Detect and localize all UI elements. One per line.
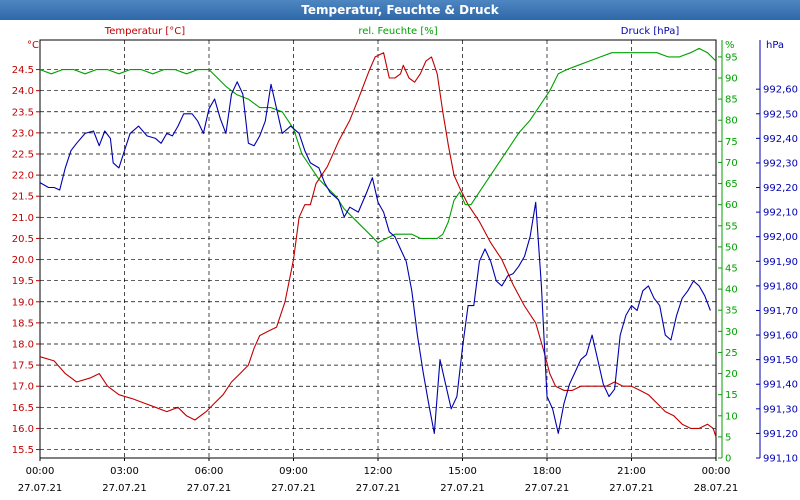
x-tick-time: 03:00 xyxy=(110,466,139,477)
x-tick-time: 12:00 xyxy=(364,466,393,477)
x-tick-date: 27.07.21 xyxy=(356,483,401,494)
temperature-series-line xyxy=(39,52,717,438)
temp-tick-label: 22.0 xyxy=(12,171,34,182)
pressure-tick-label: 992,30 xyxy=(763,158,798,169)
pressure-tick-label: 992,10 xyxy=(763,208,798,219)
pressure-tick-label: 991,50 xyxy=(763,355,798,366)
x-tick-time: 15:00 xyxy=(448,466,477,477)
temp-tick-label: 18.0 xyxy=(12,340,34,351)
pressure-tick-label: 992,00 xyxy=(763,232,798,243)
humidity-tick-label: 45 xyxy=(725,264,738,275)
window-title: Temperatur, Feuchte & Druck xyxy=(0,0,800,20)
x-tick-date: 28.07.21 xyxy=(694,483,739,494)
humidity-tick-label: 85 xyxy=(725,95,738,106)
humidity-tick-label: 20 xyxy=(725,369,738,380)
pressure-tick-label: 991,30 xyxy=(763,404,798,415)
x-tick-time: 18:00 xyxy=(533,466,562,477)
x-tick-date: 27.07.21 xyxy=(102,483,147,494)
pressure-axis-unit: hPa xyxy=(766,40,784,51)
humidity-series-label: rel. Feuchte [%] xyxy=(358,26,437,37)
pressure-tick-label: 991,80 xyxy=(763,281,798,292)
humidity-tick-label: 0 xyxy=(725,454,731,465)
humidity-tick-label: 80 xyxy=(725,116,738,127)
temp-tick-label: 16.5 xyxy=(12,403,34,414)
humidity-tick-label: 15 xyxy=(725,390,738,401)
x-tick-time: 00:00 xyxy=(702,466,731,477)
temp-tick-label: 20.5 xyxy=(12,234,34,245)
temp-tick-label: 21.0 xyxy=(12,213,34,224)
pressure-tick-label: 991,90 xyxy=(763,257,798,268)
temp-tick-label: 24.0 xyxy=(12,86,34,97)
humidity-tick-label: 30 xyxy=(725,327,738,338)
x-tick-time: 06:00 xyxy=(195,466,224,477)
pressure-tick-label: 992,20 xyxy=(763,183,798,194)
humidity-tick-label: 40 xyxy=(725,285,738,296)
x-tick-time: 00:00 xyxy=(26,466,55,477)
temp-tick-label: 21.5 xyxy=(12,192,34,203)
pressure-tick-label: 991,60 xyxy=(763,331,798,342)
x-tick-date: 27.07.21 xyxy=(18,483,63,494)
humidity-tick-label: 10 xyxy=(725,411,738,422)
temp-tick-label: 24.5 xyxy=(12,65,34,76)
humidity-tick-label: 55 xyxy=(725,221,738,232)
humidity-tick-label: 75 xyxy=(725,137,738,148)
humidity-tick-label: 50 xyxy=(725,242,738,253)
humidity-tick-label: 90 xyxy=(725,74,738,85)
temp-tick-label: 19.0 xyxy=(12,297,34,308)
temp-tick-label: 20.0 xyxy=(12,255,34,266)
temp-tick-label: 17.5 xyxy=(12,361,34,372)
pressure-tick-label: 992,40 xyxy=(763,134,798,145)
pressure-tick-label: 991,40 xyxy=(763,380,798,391)
humidity-series-line xyxy=(39,47,717,244)
humidity-tick-label: 60 xyxy=(725,200,738,211)
temp-tick-label: 22.5 xyxy=(12,150,34,161)
x-tick-date: 27.07.21 xyxy=(187,483,232,494)
chart-canvas: 15.5 16.0 16.5 17.0 17.5 18.0 18.5 19.0 19.5 20.0… xyxy=(12,26,798,494)
temp-tick-label: 19.5 xyxy=(12,276,34,287)
pressure-series-line xyxy=(39,81,711,434)
humidity-tick-label: 95 xyxy=(725,52,738,63)
temp-tick-label: 17.0 xyxy=(12,382,34,393)
x-tick-date: 27.07.21 xyxy=(271,483,316,494)
x-tick-date: 27.07.21 xyxy=(440,483,485,494)
pressure-tick-label: 991,20 xyxy=(763,429,798,440)
pressure-tick-label: 991,70 xyxy=(763,306,798,317)
humidity-tick-label: 65 xyxy=(725,179,738,190)
pressure-tick-label: 992,50 xyxy=(763,109,798,120)
plot-frame xyxy=(39,39,717,459)
temp-tick-label: 18.5 xyxy=(12,318,34,329)
temp-tick-label: 15.5 xyxy=(12,445,34,456)
x-tick-date: 27.07.21 xyxy=(609,483,654,494)
temp-tick-label: 16.0 xyxy=(12,424,34,435)
pressure-tick-label: 991,10 xyxy=(763,454,798,465)
x-tick-time: 09:00 xyxy=(279,466,308,477)
humidity-tick-label: 25 xyxy=(725,348,738,359)
humidity-tick-label: 35 xyxy=(725,306,738,317)
humidity-tick-label: 5 xyxy=(725,432,731,443)
humidity-axis-unit: % xyxy=(725,40,735,51)
pressure-tick-label: 992,60 xyxy=(763,85,798,96)
temp-axis-unit: °C xyxy=(27,40,39,51)
temp-tick-label: 23.0 xyxy=(12,128,34,139)
temp-series-label: Temperatur [°C] xyxy=(104,26,185,37)
temp-tick-label: 23.5 xyxy=(12,107,34,118)
x-tick-date: 27.07.21 xyxy=(525,483,570,494)
humidity-tick-label: 70 xyxy=(725,158,738,169)
pressure-series-label: Druck [hPa] xyxy=(621,26,680,37)
x-tick-time: 21:00 xyxy=(617,466,646,477)
